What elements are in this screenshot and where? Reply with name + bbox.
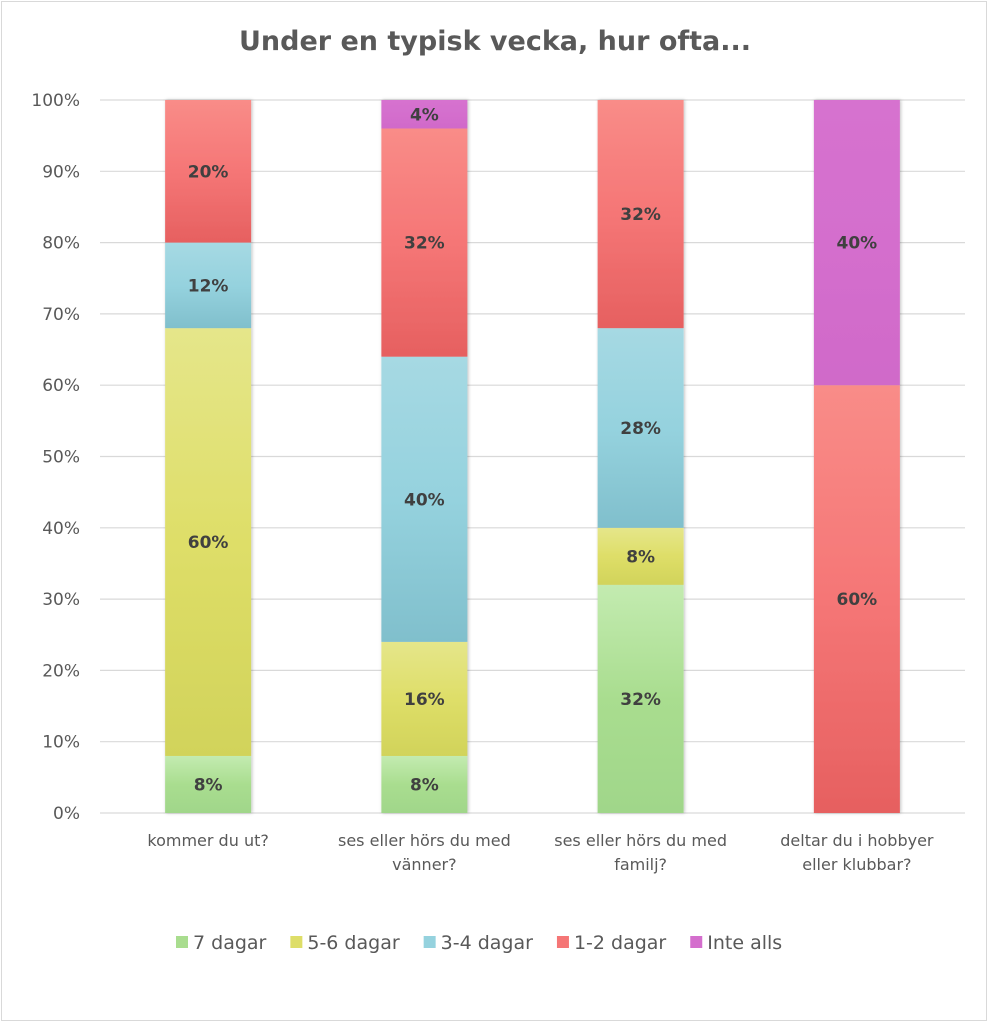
x-category-label: kommer du ut?: [147, 831, 268, 850]
bar-segment: [597, 527, 684, 585]
legend-item: 3-4 dagar: [423, 932, 533, 954]
legend-item: 7 dagar: [176, 932, 267, 954]
legend-label: 1-2 dagar: [574, 932, 666, 954]
data-label: 12%: [188, 276, 229, 296]
bar-segment: [165, 100, 252, 243]
legend-item: 5-6 dagar: [290, 932, 400, 954]
data-label: 4%: [410, 105, 439, 125]
data-label: 8%: [194, 775, 223, 795]
y-tick-label: 80%: [42, 234, 80, 254]
bar-stack: [165, 100, 252, 813]
bar-segment: [597, 100, 684, 329]
x-category-label: vänner?: [392, 855, 456, 874]
data-label: 32%: [404, 234, 445, 254]
y-tick-label: 70%: [42, 305, 80, 325]
legend-label: 3-4 dagar: [441, 932, 533, 954]
y-tick-label: 100%: [31, 91, 80, 111]
bar-segment: [381, 641, 468, 756]
bar-segment: [165, 242, 252, 329]
y-tick-label: 50%: [42, 448, 80, 468]
legend-swatch: [176, 936, 188, 948]
legend-item: 1-2 dagar: [556, 932, 666, 954]
legend-swatch: [290, 936, 303, 948]
legend-item: Inte alls: [690, 932, 782, 954]
data-label: 32%: [620, 205, 661, 225]
x-category-label: familj?: [614, 855, 667, 874]
legend-label: 7 dagar: [193, 932, 267, 954]
y-tick-label: 40%: [42, 519, 80, 539]
legend-label: Inte alls: [707, 932, 782, 954]
bar-segment: [165, 755, 252, 813]
bar-segment: [381, 755, 468, 813]
x-category-label: eller klubbar?: [802, 855, 911, 874]
legend-label: 5-6 dagar: [307, 932, 399, 954]
bar-stack: [813, 100, 900, 813]
bar-segment: [813, 385, 900, 813]
bar-segment: [381, 356, 468, 642]
y-tick-label: 0%: [53, 804, 80, 824]
x-category-label: ses eller hörs du med: [554, 831, 727, 850]
data-label: 40%: [404, 490, 445, 510]
bar-stack: [381, 100, 468, 813]
bar-segment: [597, 328, 684, 528]
bar-segment: [381, 128, 468, 357]
bar-stack: [597, 100, 684, 813]
legend-swatch: [690, 936, 703, 948]
x-category-label: deltar du i hobbyer: [780, 831, 934, 850]
bar-segment: [597, 584, 684, 813]
y-tick-label: 90%: [42, 162, 80, 182]
data-label: 32%: [620, 690, 661, 710]
bar-segment: [381, 100, 468, 129]
y-tick-label: 60%: [42, 376, 80, 396]
data-label: 8%: [410, 775, 439, 795]
data-label: 20%: [188, 162, 229, 182]
y-tick-label: 30%: [42, 590, 80, 610]
y-tick-label: 20%: [42, 661, 80, 681]
legend-swatch: [556, 936, 569, 948]
bar-segment: [813, 100, 900, 386]
data-label: 16%: [404, 690, 445, 710]
legend-swatch: [423, 936, 436, 948]
data-label: 28%: [620, 419, 661, 439]
data-label: 60%: [188, 533, 229, 553]
data-label: 40%: [837, 234, 878, 254]
data-label: 60%: [837, 590, 878, 610]
bar-segment: [165, 328, 252, 756]
x-category-label: ses eller hörs du med: [338, 831, 511, 850]
y-tick-label: 10%: [42, 733, 80, 753]
data-label: 8%: [626, 547, 655, 567]
chart-title: Under en typisk vecka, hur ofta...: [239, 26, 751, 57]
